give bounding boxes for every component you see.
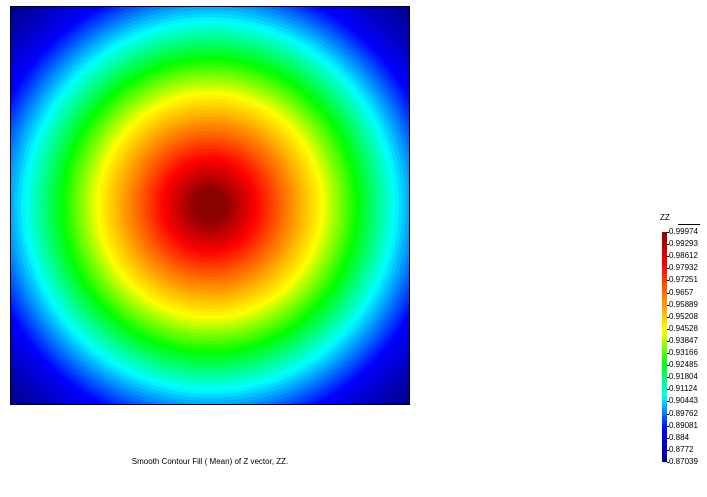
colorbar-band	[662, 327, 667, 333]
colorbar-band	[662, 335, 667, 340]
colorbar-level-label: 0.8772	[666, 444, 694, 454]
colorbar-band	[662, 266, 667, 271]
colorbar-band	[662, 446, 667, 452]
colorbar-band	[662, 385, 667, 390]
colorbar-band	[662, 404, 667, 409]
colorbar-level-label: 0.95889	[667, 299, 698, 309]
colorbar-level-label: 0.91804	[667, 372, 698, 382]
colorbar-level-label: 0.93847	[667, 335, 698, 345]
colorbar-band	[662, 408, 667, 413]
colorbar-band	[662, 358, 667, 363]
colorbar-band	[662, 304, 667, 310]
contour-plot	[10, 6, 410, 405]
colorbar-band	[662, 289, 667, 294]
colorbar-level-label: 0.92485	[667, 360, 698, 370]
colorbar-band	[662, 258, 667, 264]
colorbar-band	[662, 239, 667, 245]
colorbar-band	[662, 339, 667, 344]
colorbar-band	[662, 301, 667, 306]
colorbar-band	[662, 320, 667, 325]
colorbar-band	[662, 235, 667, 241]
colorbar-band	[662, 251, 667, 256]
colorbar-band	[662, 373, 667, 379]
colorbar-band	[662, 419, 667, 425]
colorbar-band	[662, 412, 667, 417]
colorbar-band	[662, 450, 667, 455]
colorbar-band	[662, 243, 667, 248]
colorbar-band	[662, 350, 667, 356]
colorbar-band	[662, 400, 667, 406]
colorbar-band	[662, 293, 667, 298]
colorbar-labels: 0.99974 0.99293 0.98612 0.97932 0.97251 0.965…	[666, 228, 707, 466]
colorbar-band	[662, 343, 667, 348]
colorbar-band	[662, 324, 667, 329]
colorbar-level-label: 0.97251	[667, 275, 698, 285]
colorbar-band	[662, 377, 667, 383]
colorbar-band	[662, 366, 667, 371]
colorbar-band	[662, 370, 667, 375]
colorbar-band	[662, 439, 667, 444]
colorbar-band	[662, 262, 667, 268]
colorbar-band	[662, 393, 667, 398]
colorbar-level-label: 0.97932	[667, 263, 698, 273]
colorbar-band	[662, 247, 667, 252]
colorbar-level-label: 0.9657	[666, 287, 694, 297]
colorbar-band	[662, 232, 667, 237]
colorbar-band	[662, 274, 667, 279]
colorbar-level-label: 0.89081	[667, 420, 698, 430]
colorbar-title-rule	[678, 224, 700, 225]
colorbar-band	[662, 278, 667, 283]
colorbar-band	[662, 347, 667, 352]
colorbar-band	[662, 362, 667, 367]
colorbar-band	[662, 423, 667, 429]
colorbar-level-label: 0.91124	[666, 384, 698, 394]
colorbar-band	[662, 312, 667, 317]
colorbar-band	[662, 331, 667, 337]
colorbar-level-label: 0.90443	[667, 396, 698, 406]
colorbar-level-label: 0.98612	[667, 251, 698, 261]
colorbar-band	[662, 396, 667, 402]
colorbar-gradient	[662, 232, 667, 462]
colorbar-level-label: 0.99293	[667, 239, 698, 249]
colorbar-band	[662, 435, 667, 440]
colorbar-band	[662, 308, 667, 314]
colorbar-band	[662, 416, 667, 421]
colorbar-band	[662, 255, 667, 260]
contour-fill	[11, 7, 409, 404]
colorbar-level-label: 0.99974	[667, 227, 698, 236]
colorbar-band	[662, 270, 667, 275]
colorbar-level-label: 0.89762	[667, 408, 698, 418]
colorbar-band	[662, 381, 667, 386]
colorbar-level-label: 0.93166	[667, 348, 698, 358]
colorbar-level-label: 0.94528	[667, 323, 698, 333]
colorbar-level-label: 0.95208	[667, 311, 698, 321]
colorbar-band	[662, 285, 667, 291]
colorbar-band	[662, 427, 667, 432]
colorbar-legend: ZZ 0.99974 0.99293 0.98612 0.97932 0.97251 0.…	[660, 213, 707, 466]
colorbar-band	[662, 354, 667, 360]
colorbar-level-label: 0.884	[666, 432, 690, 442]
colorbar-band	[662, 442, 667, 448]
colorbar-band	[662, 316, 667, 321]
plot-caption: Smooth Contour Fill ( Mean) of Z vector,…	[131, 457, 289, 466]
contour-band	[206, 201, 214, 210]
colorbar-title: ZZ	[660, 213, 670, 222]
colorbar-band	[662, 454, 667, 459]
colorbar-band	[662, 431, 667, 436]
colorbar-band	[662, 458, 667, 462]
colorbar-band	[662, 389, 667, 394]
colorbar-level-label: 0.87039	[667, 457, 698, 466]
colorbar-band	[662, 297, 667, 302]
colorbar-band	[662, 281, 667, 287]
